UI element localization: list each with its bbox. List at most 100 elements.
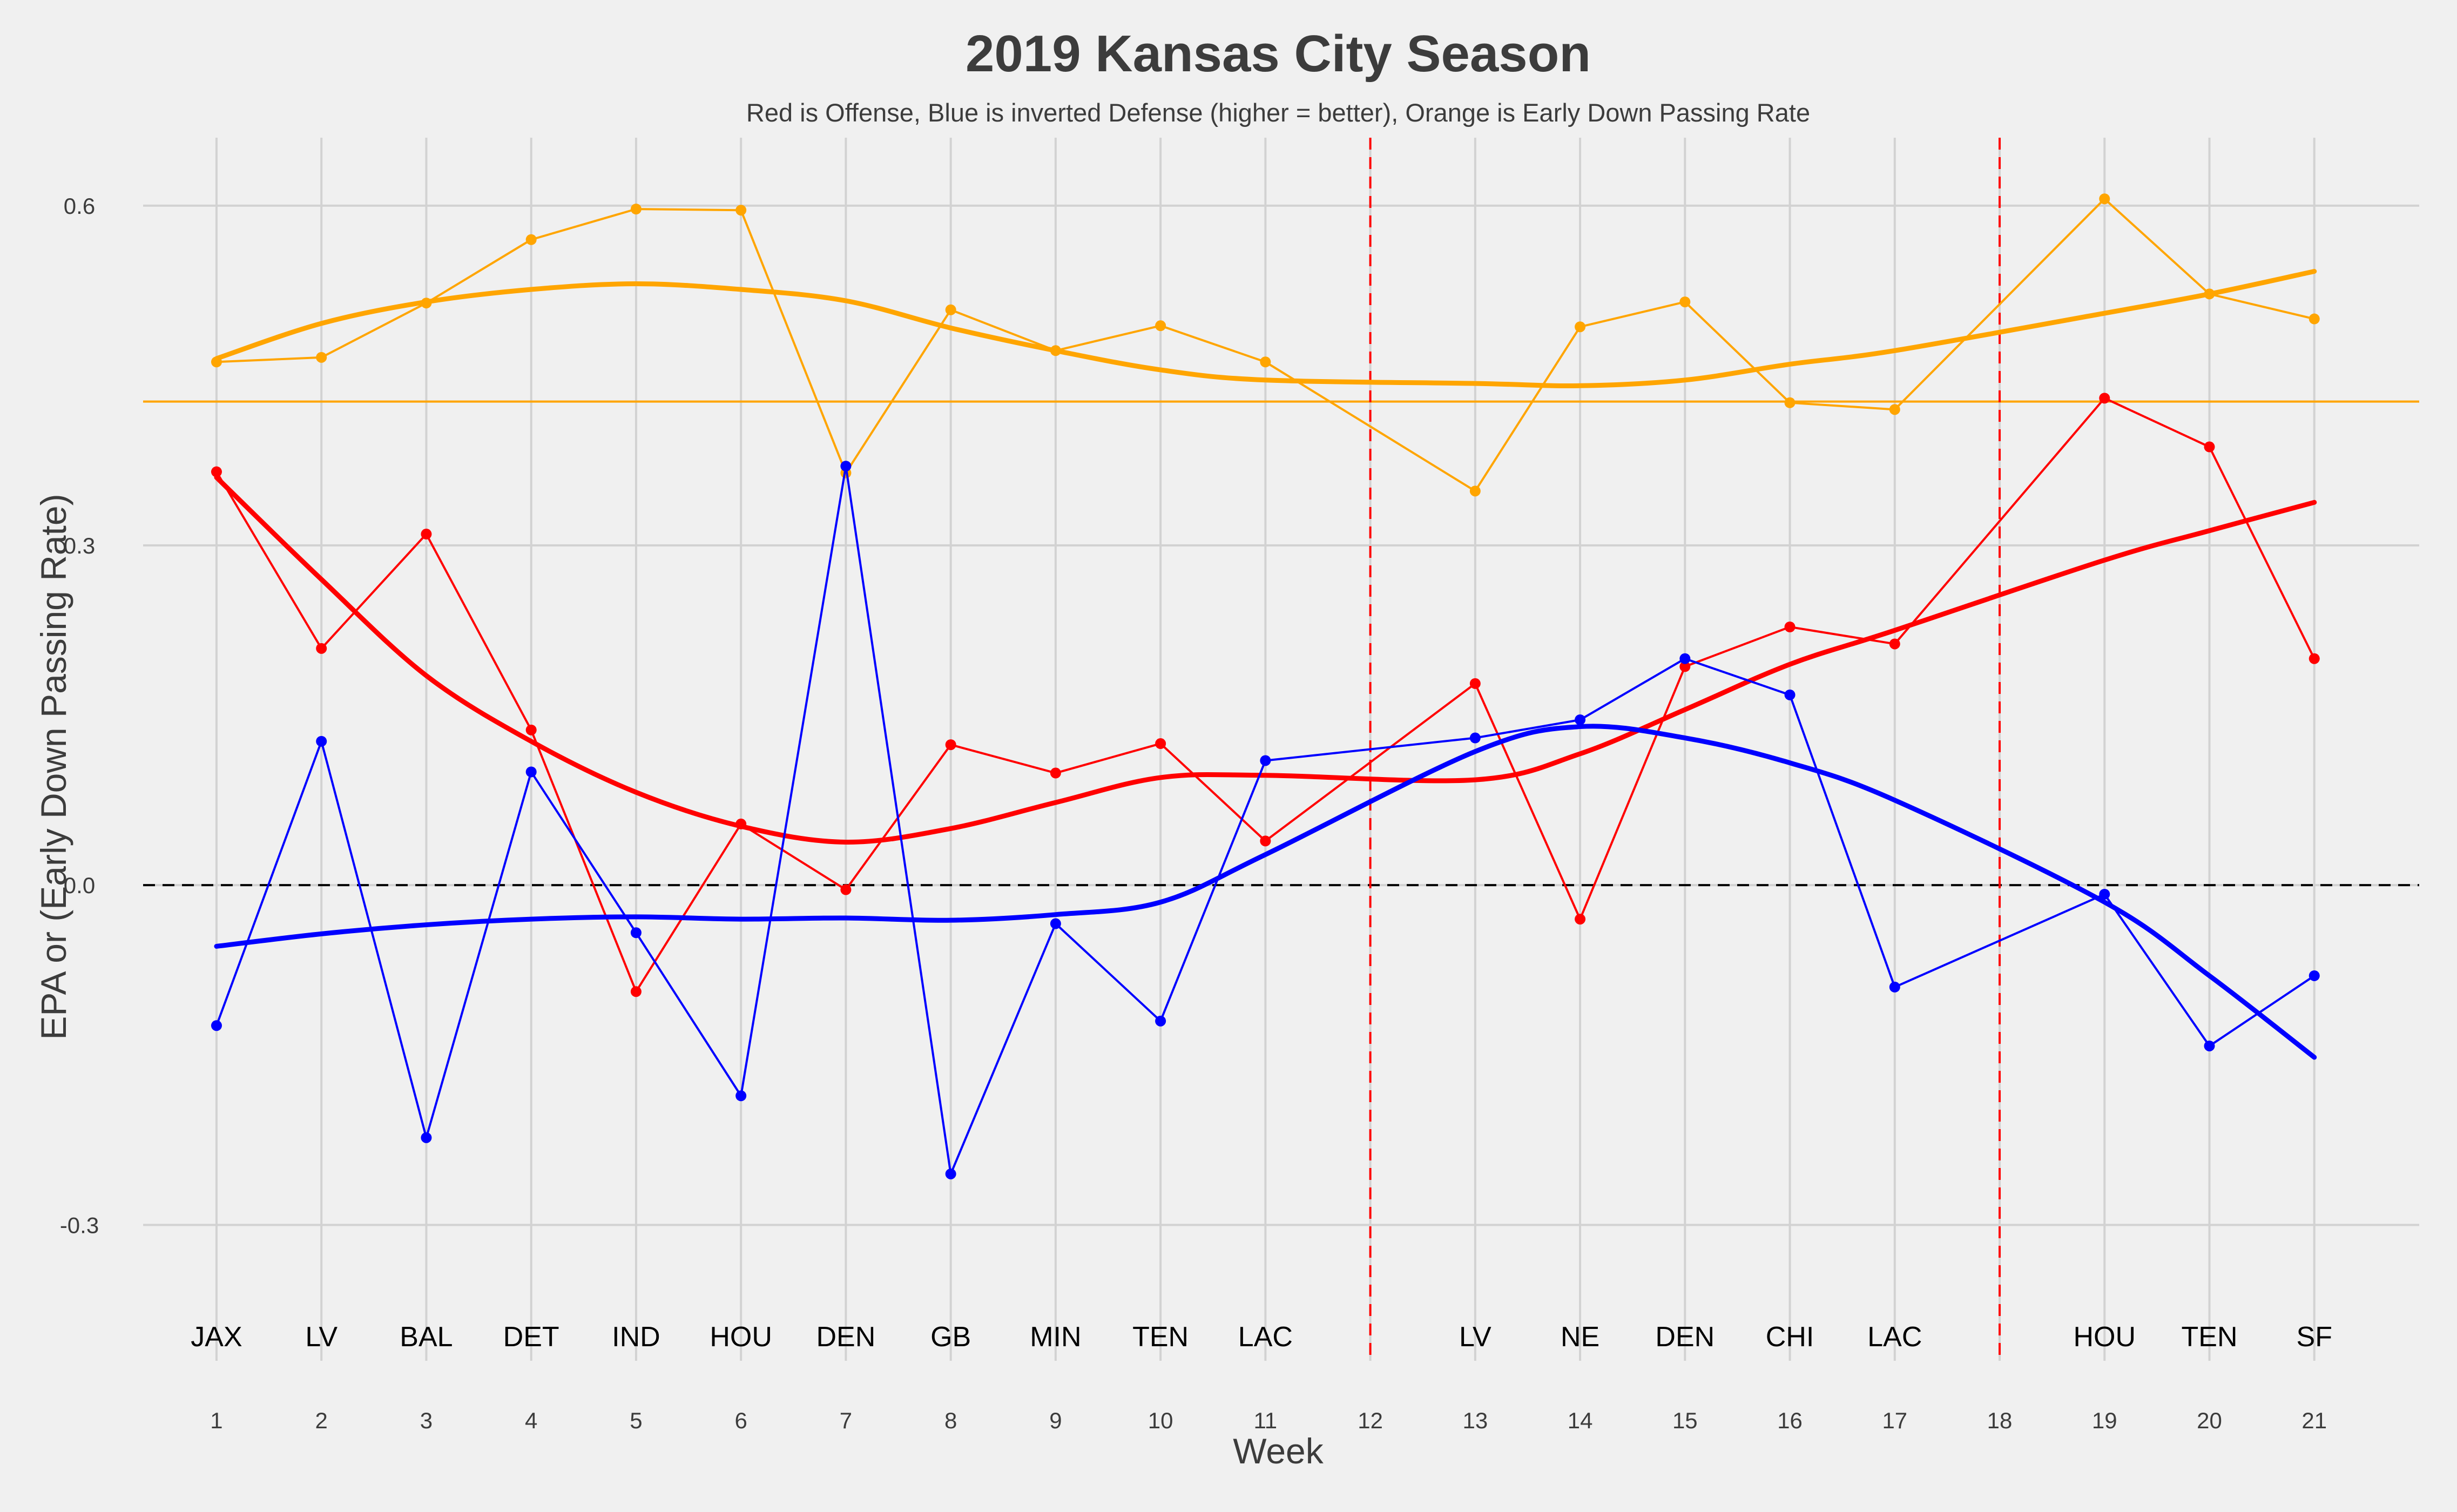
x-tick-label: 4: [525, 1408, 537, 1433]
x-tick-label: 21: [2301, 1408, 2327, 1433]
opponent-label: LAC: [1238, 1321, 1293, 1353]
data-point: [945, 739, 956, 751]
data-point: [1155, 320, 1166, 332]
opponent-label: BAL: [400, 1321, 453, 1353]
labels: -0.30.00.30.61 2 3 4 5 6 7 8 9 10 11 12 13 14 15 16 17 18…: [60, 193, 2332, 1433]
data-point: [1784, 622, 1796, 632]
opponent-label: TEN: [1132, 1321, 1189, 1353]
data-point: [840, 884, 852, 895]
data-point: [630, 204, 642, 215]
trend-line: [214, 475, 2317, 845]
data-point: [2204, 288, 2215, 300]
data-point: [1050, 345, 1061, 356]
data-point: [2099, 393, 2110, 404]
data-point: [1469, 678, 1481, 689]
opponent-label: JAX: [191, 1321, 242, 1353]
chart-subtitle: Red is Offense, Blue is inverted Defense…: [746, 98, 1810, 127]
x-tick-label: 7: [840, 1408, 852, 1433]
x-tick-label: 18: [1987, 1408, 2013, 1433]
data-point: [421, 529, 432, 540]
data-point: [421, 1132, 432, 1143]
x-tick-label: 3: [420, 1408, 433, 1433]
opponent-label: IND: [612, 1321, 660, 1353]
data-point: [1050, 767, 1061, 779]
data-point: [525, 234, 537, 245]
y-tick-label: 0.0: [64, 873, 95, 898]
data-point: [1155, 738, 1166, 750]
y-axis-title: EPA or (Early Down Passing Rate): [33, 494, 73, 1040]
x-tick-label: 13: [1462, 1408, 1488, 1433]
data-point: [1679, 296, 1691, 308]
x-tick-label: 6: [734, 1408, 747, 1433]
opponent-label: MIN: [1030, 1321, 1081, 1353]
y-tick-label: -0.3: [60, 1212, 99, 1238]
series-0: [211, 193, 2320, 497]
opponent-label: LAC: [1867, 1321, 1922, 1353]
x-axis-title: Week: [1233, 1431, 1324, 1471]
data-point: [2308, 313, 2320, 325]
data-point: [1679, 661, 1691, 672]
data-point: [316, 735, 327, 747]
opponent-label: TEN: [2182, 1321, 2238, 1353]
data-point: [1784, 689, 1796, 700]
data-point: [421, 298, 432, 309]
x-tick-label: 10: [1148, 1408, 1173, 1433]
data-point: [945, 1168, 956, 1179]
data-point: [1469, 485, 1481, 497]
data-point: [2204, 441, 2215, 453]
opponent-label: GB: [930, 1321, 971, 1353]
data-point: [1575, 321, 1586, 333]
x-tick-label: 17: [1882, 1408, 1907, 1433]
series-2: [211, 461, 2320, 1179]
x-tick-label: 15: [1672, 1408, 1698, 1433]
data-point: [1679, 653, 1691, 664]
data-point: [840, 461, 852, 472]
opponent-label: DEN: [816, 1321, 876, 1353]
data-point: [525, 724, 537, 735]
series-layer: [211, 193, 2320, 1179]
opponent-label: NE: [1561, 1321, 1599, 1353]
chart-title: 2019 Kansas City Season: [966, 25, 1591, 83]
data-point: [1784, 397, 1796, 408]
opponent-label: DEN: [1655, 1321, 1714, 1353]
trend-line: [214, 268, 2317, 388]
opponent-label: SF: [2297, 1321, 2332, 1353]
opponent-label: CHI: [1766, 1321, 1814, 1353]
data-point: [1889, 404, 1900, 415]
x-tick-label: 5: [630, 1408, 642, 1433]
data-point: [211, 1020, 222, 1031]
opponent-label: DET: [503, 1321, 559, 1353]
data-point: [211, 466, 222, 477]
x-tick-label: 2: [315, 1408, 328, 1433]
data-point: [2099, 888, 2110, 900]
data-point: [1889, 638, 1900, 650]
data-point: [1155, 1015, 1166, 1027]
x-tick-label: 8: [944, 1408, 957, 1433]
series-1: [211, 393, 2320, 997]
data-point: [735, 205, 747, 216]
data-point: [525, 766, 537, 778]
data-point: [1260, 356, 1271, 368]
data-point: [1260, 755, 1271, 766]
x-tick-label: 14: [1568, 1408, 1593, 1433]
opponent-label: LV: [305, 1321, 338, 1353]
x-tick-label: 1: [210, 1408, 222, 1433]
data-point: [1260, 835, 1271, 847]
y-tick-label: 0.3: [64, 533, 95, 558]
opponent-label: HOU: [710, 1321, 772, 1353]
x-tick-label: 12: [1358, 1408, 1383, 1433]
data-point: [735, 1090, 747, 1102]
data-point: [1575, 914, 1586, 925]
data-point: [735, 818, 747, 829]
y-tick-label: 0.6: [64, 193, 95, 219]
data-point: [2308, 970, 2320, 981]
data-point: [2099, 193, 2110, 205]
data-point: [211, 356, 222, 368]
data-point: [1889, 981, 1900, 993]
data-point: [1469, 732, 1481, 744]
trend-line: [214, 724, 2317, 1060]
data-point: [1575, 714, 1586, 725]
x-tick-label: 16: [1777, 1408, 1803, 1433]
